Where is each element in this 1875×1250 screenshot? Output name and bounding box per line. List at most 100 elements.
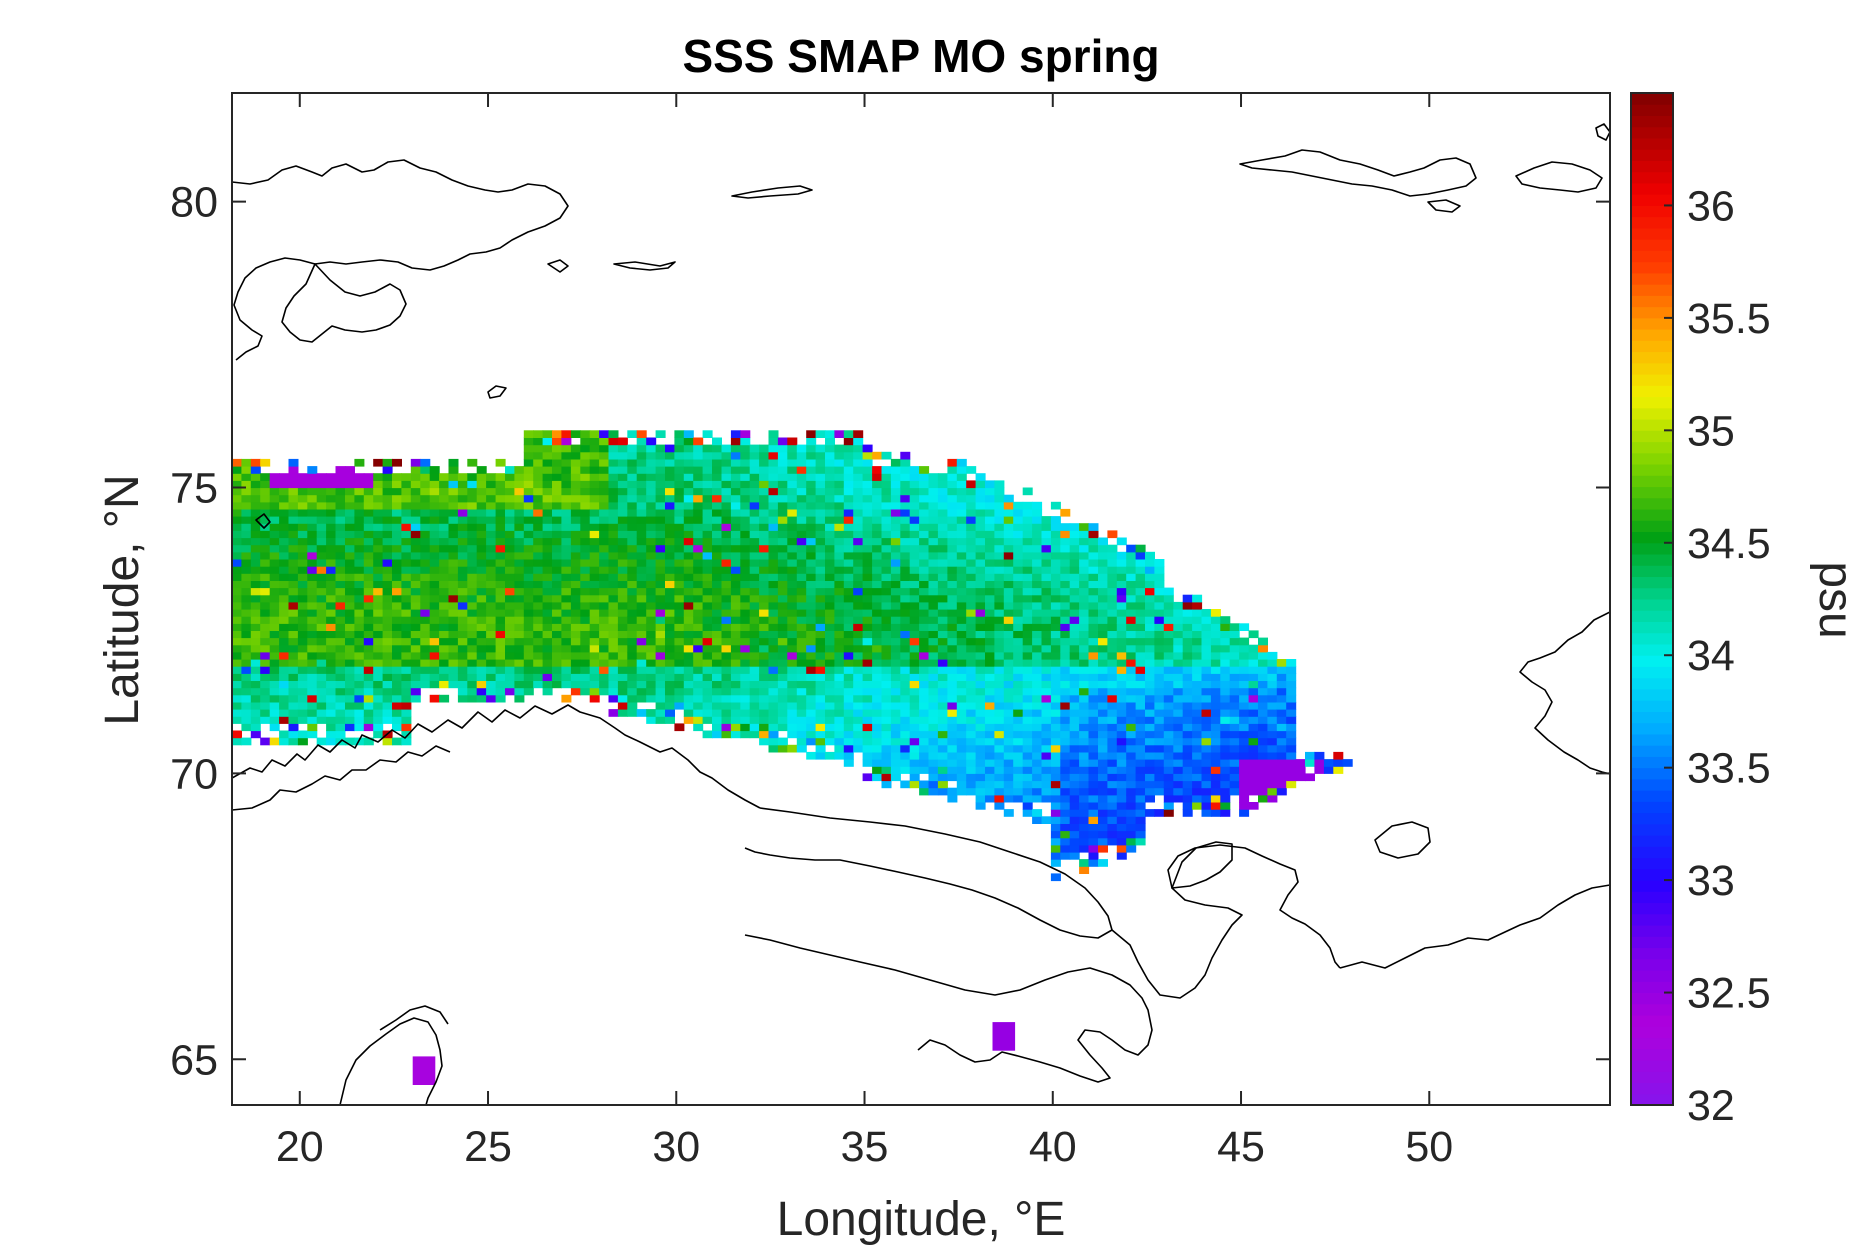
salinity-cell: [439, 594, 450, 603]
salinity-cell: [1022, 544, 1033, 553]
salinity-cell: [1126, 709, 1137, 717]
salinity-cell: [683, 594, 694, 603]
salinity-cell: [975, 802, 986, 810]
salinity-cell: [250, 573, 261, 581]
salinity-cell: [843, 466, 854, 474]
salinity-cell: [1248, 701, 1259, 710]
salinity-cell: [815, 744, 826, 753]
salinity-cell: [881, 659, 892, 667]
salinity-cell: [599, 659, 610, 667]
salinity-cell: [1286, 737, 1297, 746]
colorbar-segment: [1631, 407, 1673, 420]
salinity-cell: [1258, 723, 1268, 732]
salinity-cell: [1003, 530, 1014, 539]
salinity-cell: [985, 680, 995, 689]
salinity-cell: [505, 494, 515, 503]
salinity-cell: [985, 651, 995, 660]
salinity-cell: [1163, 794, 1174, 803]
salinity-cell: [674, 666, 685, 674]
salinity-cell: [1107, 587, 1118, 596]
salinity-cell: [1003, 644, 1014, 653]
salinity-cell: [1003, 680, 1014, 689]
salinity-cell: [966, 630, 977, 639]
salinity-cell: [796, 451, 807, 460]
salinity-cell: [288, 673, 299, 681]
salinity-cell: [777, 687, 788, 696]
salinity-cell: [1098, 551, 1108, 560]
salinity-cell: [825, 673, 835, 681]
salinity-cell: [806, 737, 817, 746]
salinity-cell: [975, 616, 986, 624]
salinity-cell: [297, 494, 308, 503]
salinity-cell: [439, 587, 450, 596]
salinity-cell: [759, 580, 770, 589]
salinity-cell: [1239, 644, 1250, 653]
salinity-cell: [872, 544, 883, 553]
colorbar-segment: [1631, 396, 1673, 409]
salinity-cell: [994, 573, 1005, 581]
salinity-cell: [712, 644, 722, 653]
salinity-cell: [646, 573, 657, 581]
salinity-cell: [702, 687, 713, 696]
salinity-cell: [260, 737, 271, 746]
salinity-cell: [1032, 716, 1043, 724]
salinity-cell: [1126, 701, 1137, 710]
salinity-cell: [749, 487, 760, 496]
salinity-cell: [985, 523, 995, 531]
salinity-cell: [429, 566, 440, 574]
salinity-cell: [834, 551, 845, 560]
salinity-cell: [740, 537, 751, 546]
salinity-cell: [683, 487, 694, 496]
salinity-cell: [1286, 730, 1297, 739]
salinity-cell: [985, 644, 995, 653]
salinity-cell: [608, 523, 619, 531]
salinity-cell: [1192, 730, 1203, 739]
salinity-cell: [712, 666, 722, 674]
salinity-cell: [872, 773, 883, 782]
salinity-cell: [636, 623, 647, 631]
salinity-cell: [570, 480, 581, 489]
salinity-cell: [561, 559, 572, 567]
salinity-cell: [533, 530, 544, 539]
salinity-cell: [777, 594, 788, 603]
salinity-cell: [1276, 666, 1287, 674]
salinity-cell: [439, 601, 450, 610]
salinity-cell: [900, 744, 911, 753]
salinity-cell: [326, 630, 337, 639]
salinity-cell: [928, 716, 939, 724]
salinity-cell: [966, 573, 977, 581]
salinity-cell: [335, 487, 346, 496]
salinity-cell: [806, 573, 817, 581]
salinity-cell: [919, 673, 930, 681]
salinity-cell: [1220, 701, 1231, 710]
salinity-cell: [288, 694, 299, 703]
salinity-cell: [1069, 716, 1080, 724]
salinity-cell: [787, 723, 798, 732]
salinity-cell: [1286, 680, 1297, 689]
salinity-cell: [1173, 630, 1184, 639]
salinity-cell: [617, 544, 628, 553]
salinity-cell: [712, 559, 722, 567]
salinity-cell: [900, 580, 911, 589]
salinity-cell: [834, 744, 845, 753]
salinity-cell: [947, 601, 958, 610]
salinity-cell: [580, 508, 591, 517]
salinity-cell: [401, 659, 412, 667]
salinity-cell: [307, 494, 318, 503]
salinity-cell: [514, 687, 525, 696]
salinity-cell: [373, 594, 384, 603]
salinity-cell: [768, 551, 779, 560]
salinity-cell: [1210, 666, 1221, 674]
salinity-cell: [872, 744, 883, 753]
salinity-cell: [382, 616, 393, 624]
salinity-cell: [834, 523, 845, 531]
salinity-cell: [815, 644, 826, 653]
salinity-cell: [316, 694, 327, 703]
salinity-cell: [307, 501, 318, 510]
salinity-cell: [834, 644, 845, 653]
salinity-cell: [1041, 773, 1052, 782]
salinity-cell: [627, 573, 638, 581]
salinity-cell: [834, 651, 845, 660]
salinity-cell: [985, 787, 995, 796]
salinity-cell: [542, 630, 553, 639]
